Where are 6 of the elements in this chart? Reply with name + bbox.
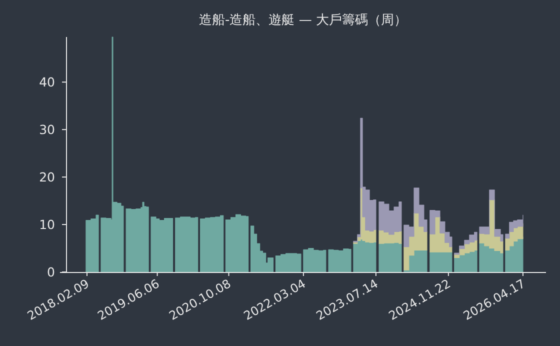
chart-title: 造船-造船、遊艇 — 大戶籌碼（周） bbox=[199, 13, 407, 28]
y-tick-label: 30 bbox=[39, 122, 56, 138]
y-tick-label: 40 bbox=[39, 74, 56, 90]
y-tick-label: 0 bbox=[47, 264, 56, 280]
y-tick-label: 20 bbox=[39, 170, 56, 185]
y-tick-label: 10 bbox=[39, 217, 56, 232]
